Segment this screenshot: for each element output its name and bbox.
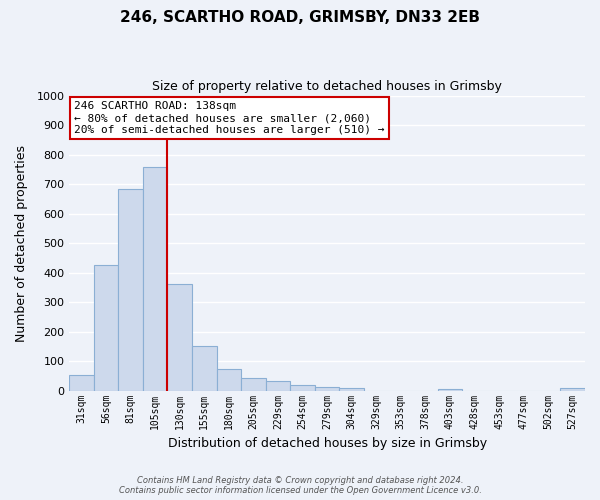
Bar: [118, 188, 143, 390]
Title: Size of property relative to detached houses in Grimsby: Size of property relative to detached ho…: [152, 80, 502, 93]
Bar: [437, 389, 462, 390]
Text: 246 SCARTHO ROAD: 138sqm
← 80% of detached houses are smaller (2,060)
20% of sem: 246 SCARTHO ROAD: 138sqm ← 80% of detach…: [74, 102, 385, 134]
Bar: [217, 368, 241, 390]
X-axis label: Distribution of detached houses by size in Grimsby: Distribution of detached houses by size …: [167, 437, 487, 450]
Bar: [560, 388, 585, 390]
Bar: [290, 386, 315, 390]
Bar: [266, 381, 290, 390]
Bar: [94, 265, 118, 390]
Bar: [241, 378, 266, 390]
Text: 246, SCARTHO ROAD, GRIMSBY, DN33 2EB: 246, SCARTHO ROAD, GRIMSBY, DN33 2EB: [120, 10, 480, 25]
Bar: [315, 387, 340, 390]
Bar: [340, 388, 364, 390]
Bar: [143, 168, 167, 390]
Y-axis label: Number of detached properties: Number of detached properties: [15, 144, 28, 342]
Bar: [69, 375, 94, 390]
Bar: [167, 284, 192, 391]
Text: Contains HM Land Registry data © Crown copyright and database right 2024.
Contai: Contains HM Land Registry data © Crown c…: [119, 476, 481, 495]
Bar: [192, 346, 217, 391]
